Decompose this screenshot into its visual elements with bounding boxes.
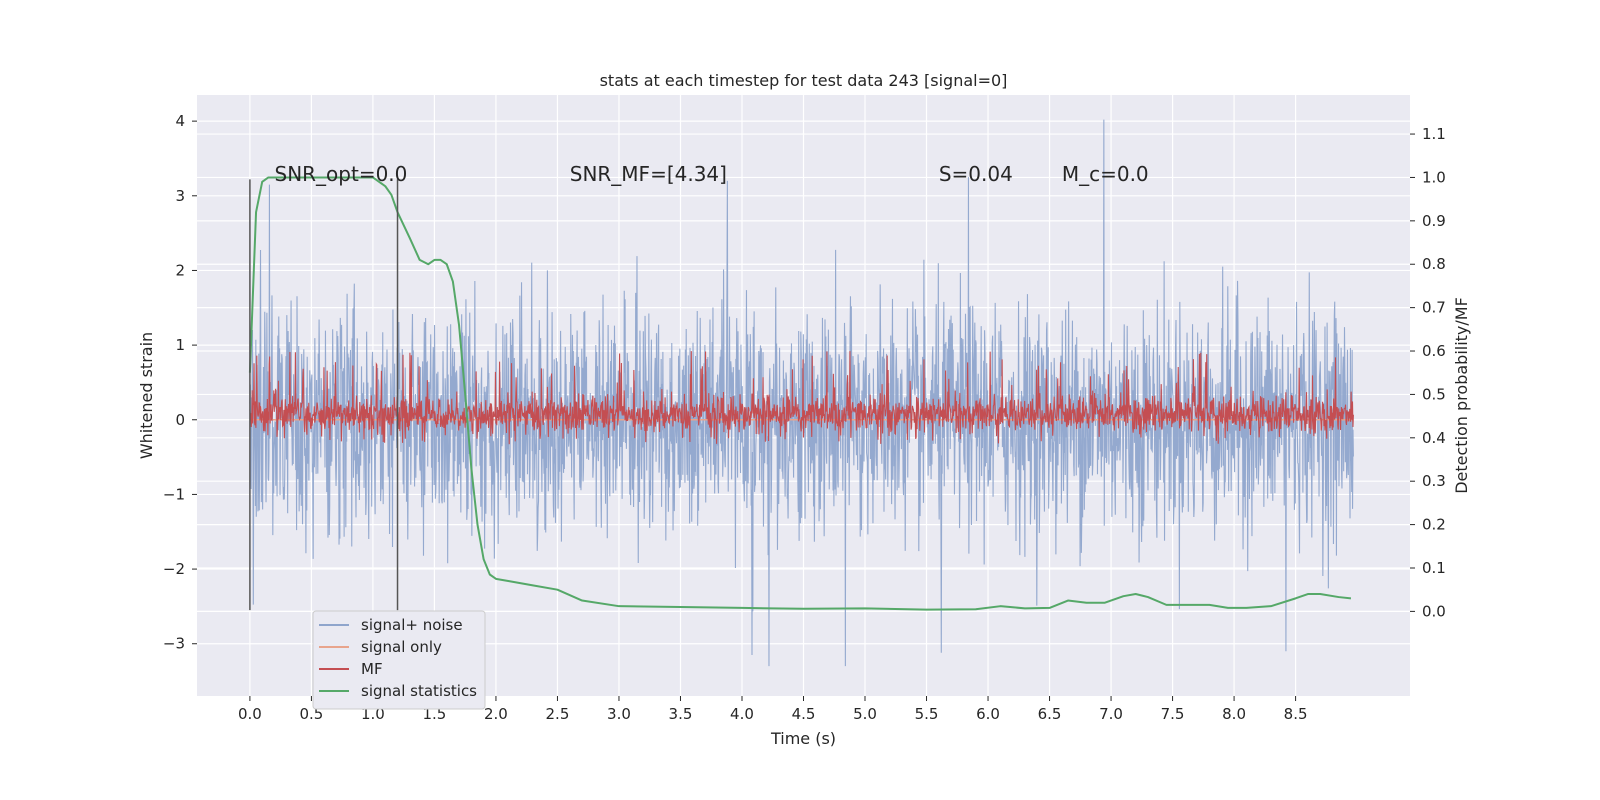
legend-label: MF (361, 660, 383, 678)
x-axis-label: Time (s) (770, 729, 836, 748)
x-tick-label: 7.0 (1099, 705, 1123, 723)
x-tick-label: 6.5 (1038, 705, 1062, 723)
y2-tick-label: 1.1 (1422, 125, 1446, 143)
y-tick-label: 4 (175, 112, 185, 130)
y-tick-label: 3 (175, 187, 185, 205)
legend-label: signal statistics (361, 682, 477, 700)
x-tick-label: 5.0 (853, 705, 877, 723)
y2-tick-label: 0.0 (1422, 602, 1446, 620)
y2-tick-label: 0.4 (1422, 429, 1446, 447)
series-mf (249, 351, 1354, 445)
x-tick-label: 2.0 (484, 705, 508, 723)
x-tick-label: 7.5 (1161, 705, 1185, 723)
chart-title: stats at each timestep for test data 243… (600, 71, 1008, 90)
annotation-snr-mf: SNR_MF=[4.34] (570, 162, 727, 186)
y2-tick-label: 0.1 (1422, 559, 1446, 577)
y2-tick-label: 0.2 (1422, 516, 1446, 534)
series-layer (248, 119, 1354, 667)
y2-tick-label: 0.6 (1422, 342, 1446, 360)
legend: signal+ noise signal only MF signal statist… (312, 610, 486, 710)
x-tick-label: 6.0 (976, 705, 1000, 723)
x-tick-label: 3.0 (607, 705, 631, 723)
y-tick-label: 0 (175, 411, 185, 429)
y2-axis-label: Detection probability/MF (1452, 297, 1471, 494)
axis-ticks: 0.0 0.5 1.0 1.5 2.0 2.5 3.0 3.5 4.0 4.5 5.0 5.5 6.0 6… (163, 112, 1446, 723)
y-tick-label: −3 (163, 635, 185, 653)
y-tick-label: −2 (163, 560, 185, 578)
x-tick-label: 8.5 (1284, 705, 1308, 723)
annotations: SNR_opt=0.0 SNR_MF=[4.34] S=0.04 M_c=0.0 (275, 162, 1149, 186)
x-tick-label: 5.5 (915, 705, 939, 723)
y-axis-label: Whitened strain (137, 332, 156, 459)
series-signal-statistics (248, 176, 1352, 611)
x-tick-label: 4.5 (792, 705, 816, 723)
x-tick-label: 0.0 (238, 705, 262, 723)
y2-tick-label: 0.7 (1422, 299, 1446, 317)
y-tick-label: 1 (175, 336, 185, 354)
x-tick-label: 3.5 (669, 705, 693, 723)
y2-tick-label: 1.0 (1422, 168, 1446, 186)
y2-tick-label: 0.3 (1422, 472, 1446, 490)
y-tick-label: −1 (163, 485, 185, 503)
y-tick-label: 2 (175, 261, 185, 279)
annotation-s: S=0.04 (939, 162, 1013, 186)
y2-tick-label: 0.9 (1422, 212, 1446, 230)
marker-lines (249, 179, 399, 611)
annotation-snr-opt: SNR_opt=0.0 (275, 162, 408, 186)
y2-tick-label: 0.5 (1422, 385, 1446, 403)
legend-label: signal+ noise (361, 616, 463, 634)
x-tick-label: 4.0 (730, 705, 754, 723)
x-tick-label: 8.0 (1222, 705, 1246, 723)
x-tick-label: 2.5 (546, 705, 570, 723)
legend-label: signal only (361, 638, 442, 656)
legend-box (312, 610, 486, 710)
y2-tick-label: 0.8 (1422, 255, 1446, 273)
annotation-mc: M_c=0.0 (1062, 162, 1149, 186)
